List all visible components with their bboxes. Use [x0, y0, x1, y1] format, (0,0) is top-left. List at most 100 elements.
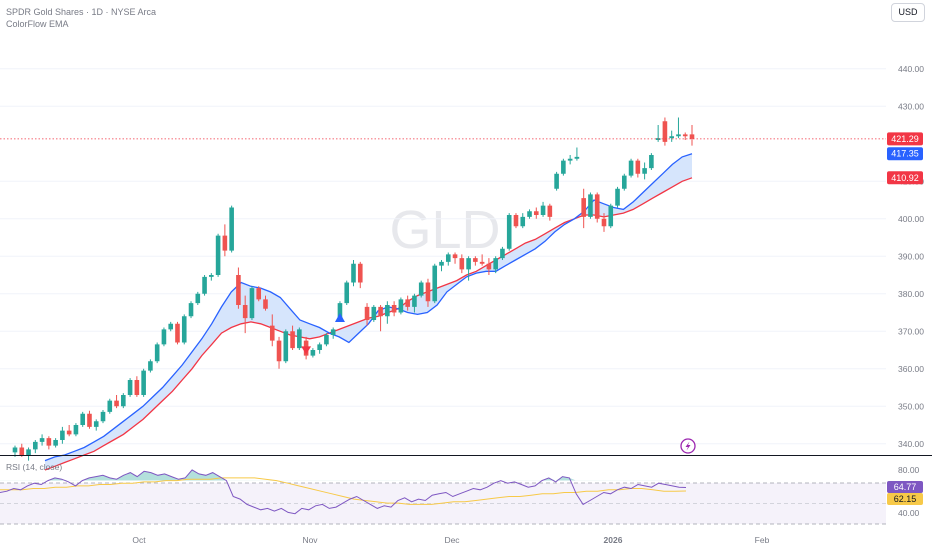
candle: [533, 207, 539, 219]
candle: [594, 192, 600, 223]
candle: [269, 314, 275, 347]
candle: [669, 130, 674, 142]
candle: [689, 125, 695, 146]
candle: [391, 301, 397, 317]
candle: [107, 398, 113, 414]
price-axis-label: 380.00: [898, 289, 924, 299]
candle: [154, 342, 160, 364]
candle: [561, 158, 566, 176]
candle: [141, 368, 146, 397]
candle: [540, 201, 546, 217]
candle: [574, 147, 580, 161]
candle: [276, 336, 282, 369]
candle: [229, 205, 234, 253]
candle: [168, 321, 174, 332]
candle: [324, 333, 329, 347]
candle: [662, 117, 668, 146]
candle: [351, 260, 356, 287]
candle: [622, 173, 627, 191]
candle: [506, 213, 512, 251]
candle: [425, 278, 431, 307]
candle: [297, 327, 302, 350]
candle: [432, 263, 438, 304]
candle: [93, 419, 99, 431]
candle: [412, 293, 417, 313]
candle: [493, 256, 498, 274]
candle: [127, 378, 133, 397]
time-axis-label: Feb: [755, 535, 770, 545]
candle: [567, 155, 573, 165]
candle: [283, 329, 289, 364]
candle: [439, 260, 444, 272]
rsi-ma-line: [0, 477, 687, 505]
rsi-axis-80: 80.00: [898, 465, 920, 475]
candle: [418, 280, 424, 298]
candle: [479, 254, 485, 266]
candle: [676, 117, 681, 139]
candle: [588, 192, 593, 219]
candle: [452, 252, 458, 264]
candle: [310, 348, 316, 358]
time-axis-label: Dec: [444, 535, 460, 545]
candle: [26, 447, 31, 461]
candle: [46, 436, 52, 450]
price-axis-label: 340.00: [898, 439, 924, 449]
candle: [405, 295, 410, 311]
candle: [527, 209, 532, 219]
candle: [60, 426, 65, 444]
buy-signal-marker: [334, 313, 345, 322]
candle: [134, 376, 140, 397]
candle: [202, 275, 207, 296]
time-axis-label: 2026: [604, 535, 623, 545]
sell-signal-marker: [301, 346, 312, 355]
candle: [459, 254, 465, 274]
candle: [615, 186, 620, 208]
slow-ema-tag: [887, 171, 923, 185]
lightning-icon[interactable]: [680, 438, 696, 454]
candle: [53, 438, 58, 448]
price-axis-label: 370.00: [898, 326, 924, 336]
rsi-ma-tag: [887, 493, 923, 505]
candle: [80, 411, 85, 427]
rsi-label: RSI (14, close): [6, 462, 62, 472]
candle: [195, 291, 201, 305]
candle: [188, 301, 194, 319]
candle: [473, 256, 478, 266]
price-axis-label: 390.00: [898, 251, 924, 261]
rsi-value-tag: [887, 481, 923, 493]
candle: [398, 297, 404, 315]
candle: [378, 305, 383, 332]
candle: [148, 359, 153, 373]
candle: [290, 325, 295, 350]
candle: [236, 267, 241, 309]
indicator-title: ColorFlow EMA: [6, 19, 69, 29]
candle: [256, 286, 262, 302]
last-price-tag: [887, 132, 923, 146]
candle: [73, 423, 79, 437]
candle: [513, 213, 519, 229]
candle: [39, 434, 45, 446]
candle: [628, 158, 634, 178]
candle: [445, 252, 451, 266]
candle: [466, 256, 471, 281]
time-axis-label: Nov: [302, 535, 318, 545]
candle: [385, 301, 390, 324]
candle: [601, 213, 607, 232]
candle: [100, 410, 106, 424]
symbol-watermark: GLD: [389, 200, 500, 260]
price-axis-label: 400.00: [898, 214, 924, 224]
candle: [222, 224, 228, 257]
candle: [682, 132, 688, 140]
candle: [486, 258, 492, 275]
fast-ema-tag: [887, 147, 923, 161]
candle: [121, 393, 126, 409]
candle: [581, 188, 586, 229]
time-axis-label: Oct: [132, 535, 146, 545]
candle: [635, 158, 641, 178]
candle: [608, 203, 614, 229]
candle: [114, 395, 119, 409]
price-axis-label: 430.00: [898, 101, 924, 111]
currency-button[interactable]: USD: [891, 3, 925, 22]
price-axis-label: 360.00: [898, 364, 924, 374]
